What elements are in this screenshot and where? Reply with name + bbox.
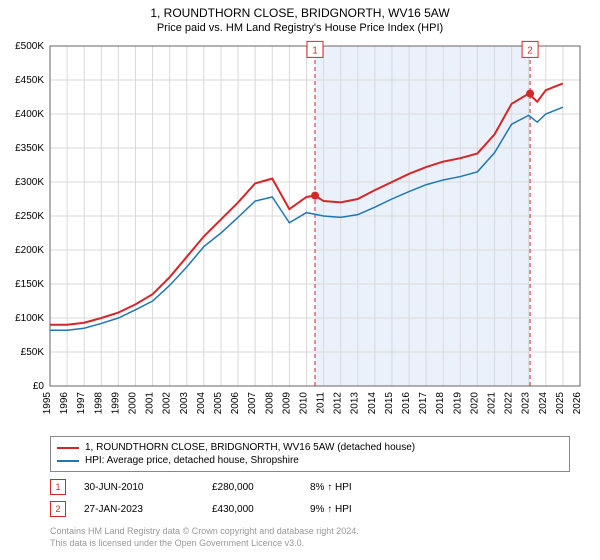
legend: 1, ROUNDTHORN CLOSE, BRIDGNORTH, WV16 5A… xyxy=(50,436,570,472)
x-tick-label: 2014 xyxy=(367,392,378,415)
legend-row: HPI: Average price, detached house, Shro… xyxy=(57,454,563,467)
y-tick-label: £350K xyxy=(15,143,44,154)
event-marker-label: 2 xyxy=(527,45,533,56)
event-delta: 8% ↑ HPI xyxy=(310,482,352,493)
y-tick-label: £450K xyxy=(15,75,44,86)
legend-swatch xyxy=(57,460,79,462)
legend-label: HPI: Average price, detached house, Shro… xyxy=(85,455,299,466)
x-tick-label: 2011 xyxy=(316,392,327,414)
x-tick-label: 1997 xyxy=(76,392,87,415)
x-tick-label: 2023 xyxy=(521,392,532,415)
x-tick-label: 1999 xyxy=(110,392,121,415)
event-delta: 9% ↑ HPI xyxy=(310,504,352,515)
x-tick-label: 2019 xyxy=(452,392,463,415)
event-row: 1 30-JUN-2010 £280,000 8% ↑ HPI xyxy=(50,476,570,498)
footer-attribution: Contains HM Land Registry data © Crown c… xyxy=(50,526,570,549)
x-tick-label: 2024 xyxy=(538,392,549,415)
event-price: £430,000 xyxy=(212,504,292,515)
legend-label: 1, ROUNDTHORN CLOSE, BRIDGNORTH, WV16 5A… xyxy=(85,442,415,453)
x-tick-label: 2025 xyxy=(555,392,566,415)
chart-area: £0 £50K £100K £150K £200K £250K £300K £350K £400… xyxy=(0,38,600,428)
y-tick-label: £100K xyxy=(15,313,44,324)
y-tick-label: £200K xyxy=(15,245,44,256)
x-tick-label: 2026 xyxy=(572,392,583,415)
x-tick-label: 2003 xyxy=(179,392,190,415)
x-tick-label: 1996 xyxy=(59,392,70,415)
footer-line-1: Contains HM Land Registry data © Crown c… xyxy=(50,526,570,538)
y-tick-label: £150K xyxy=(15,279,44,290)
y-tick-label: £300K xyxy=(15,177,44,188)
y-tick-label: £50K xyxy=(21,347,45,358)
x-tick-label: 1998 xyxy=(93,392,104,415)
x-tick-label: 2020 xyxy=(469,392,480,415)
x-tick-label: 2013 xyxy=(350,392,361,415)
event-marker-icon: 1 xyxy=(50,479,66,495)
event-marker-label: 1 xyxy=(312,45,318,56)
events-table: 1 30-JUN-2010 £280,000 8% ↑ HPI 2 27-JAN-2023… xyxy=(50,476,570,520)
x-tick-label: 2018 xyxy=(435,392,446,415)
x-tick-label: 2004 xyxy=(196,392,207,415)
x-tick-label: 1995 xyxy=(42,392,53,415)
event-date: 30-JUN-2010 xyxy=(84,482,194,493)
y-tick-label: £400K xyxy=(15,109,44,120)
event-price: £280,000 xyxy=(212,482,292,493)
x-tick-label: 2017 xyxy=(418,392,429,415)
x-tick-label: 2015 xyxy=(384,392,395,415)
chart-svg: £0 £50K £100K £150K £200K £250K £300K £350K £400… xyxy=(0,38,600,428)
x-tick-label: 2009 xyxy=(281,392,292,415)
y-tick-label: £0 xyxy=(33,381,45,392)
legend-swatch xyxy=(57,447,79,449)
x-tick-label: 2002 xyxy=(162,392,173,415)
page-subtitle: Price paid vs. HM Land Registry's House … xyxy=(0,20,600,38)
x-tick-label: 2007 xyxy=(247,392,258,415)
x-tick-label: 2012 xyxy=(333,392,344,415)
x-tick-label: 2006 xyxy=(230,392,241,415)
x-tick-label: 2010 xyxy=(298,392,309,415)
event-row: 2 27-JAN-2023 £430,000 9% ↑ HPI xyxy=(50,498,570,520)
event-date: 27-JAN-2023 xyxy=(84,504,194,515)
footer-line-2: This data is licensed under the Open Gov… xyxy=(50,538,570,550)
legend-row: 1, ROUNDTHORN CLOSE, BRIDGNORTH, WV16 5A… xyxy=(57,441,563,454)
x-tick-label: 2016 xyxy=(401,392,412,415)
event-marker-icon: 2 xyxy=(50,501,66,517)
y-tick-label: £250K xyxy=(15,211,44,222)
x-tick-label: 2005 xyxy=(213,392,224,415)
x-tick-label: 2022 xyxy=(504,392,515,415)
y-tick-label: £500K xyxy=(15,41,44,52)
x-tick-label: 2000 xyxy=(127,392,138,415)
x-tick-label: 2021 xyxy=(487,392,498,415)
x-tick-label: 2008 xyxy=(264,392,275,415)
x-tick-label: 2001 xyxy=(145,392,156,415)
page-title: 1, ROUNDTHORN CLOSE, BRIDGNORTH, WV16 5A… xyxy=(0,0,600,20)
